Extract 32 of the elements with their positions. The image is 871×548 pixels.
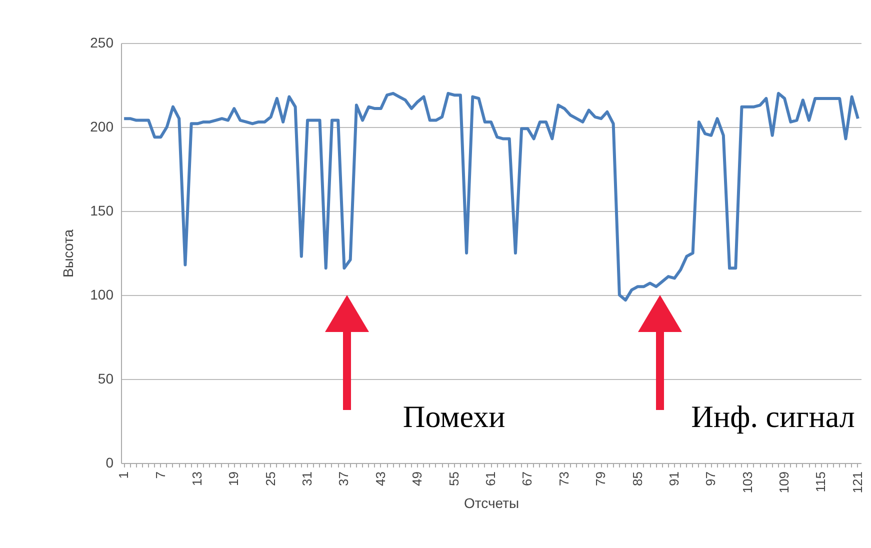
x-tick-label: 7 [152, 472, 168, 479]
x-tick-label: 25 [262, 472, 278, 486]
x-tick-label: 103 [740, 472, 755, 494]
x-tick-label: 19 [226, 472, 242, 486]
x-tick-label: 97 [703, 472, 718, 486]
x-tick-label: 73 [556, 472, 572, 486]
x-tick-label: 109 [776, 472, 792, 494]
x-axis-title: Отсчеты [464, 495, 520, 512]
y-tick-label: 100 [90, 286, 114, 302]
y-tick-label: 250 [90, 34, 114, 50]
annotation: Инф. сигнал [691, 399, 855, 434]
x-tick-label: 13 [189, 472, 204, 486]
x-tick-label: 85 [630, 472, 645, 486]
x-tick-label: 37 [336, 472, 352, 486]
x-tick-label: 43 [372, 472, 388, 486]
y-tick-label: 200 [90, 118, 114, 134]
x-tick-label: 1 [116, 472, 132, 479]
x-tick-label: 31 [300, 472, 315, 486]
x-tick-label: 55 [446, 472, 462, 486]
x-tick-label: 91 [666, 472, 682, 486]
x-tick-label: 61 [483, 472, 498, 486]
x-tick-label: 121 [850, 472, 865, 494]
x-tick-label: 79 [593, 472, 608, 486]
y-tick-label: 150 [90, 202, 114, 218]
y-tick-label: 50 [98, 370, 114, 386]
annotation: Помехи [402, 399, 506, 434]
y-axis-title: Высота [60, 229, 76, 278]
line-series [122, 92, 860, 302]
x-tick-label: 115 [813, 472, 828, 492]
x-tick-label: 49 [410, 472, 425, 486]
y-tick-label: 0 [106, 454, 114, 470]
x-tick-label: 67 [520, 472, 535, 486]
